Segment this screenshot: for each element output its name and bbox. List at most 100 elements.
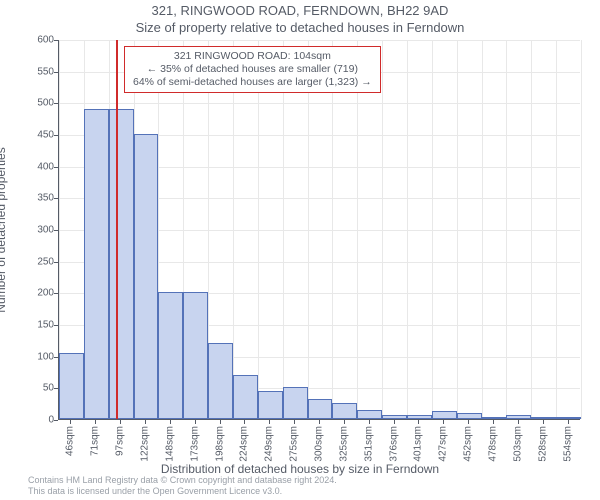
ytick-mark (54, 388, 58, 389)
ytick-mark (54, 357, 58, 358)
xtick-mark (443, 420, 444, 424)
xtick-label: 300sqm (314, 426, 325, 462)
gridline-v (482, 40, 483, 419)
gridline-v (531, 40, 532, 419)
xtick-label: 478sqm (488, 426, 499, 462)
xtick-mark (145, 420, 146, 424)
xtick-label: 173sqm (189, 426, 200, 462)
x-axis-label: Distribution of detached houses by size … (0, 462, 600, 476)
ytick-label: 0 (24, 415, 54, 426)
histogram-bar (332, 403, 357, 419)
gridline-v (581, 40, 582, 419)
xtick-mark (319, 420, 320, 424)
xtick-mark (568, 420, 569, 424)
ytick-label: 450 (24, 130, 54, 141)
page-title: 321, RINGWOOD ROAD, FERNDOWN, BH22 9AD (0, 0, 600, 18)
ytick-label: 300 (24, 225, 54, 236)
gridline-h (59, 40, 580, 41)
histogram-bar (432, 411, 457, 419)
ytick-label: 400 (24, 161, 54, 172)
xtick-mark (120, 420, 121, 424)
xtick-label: 122sqm (140, 426, 151, 462)
infobox-line1: 321 RINGWOOD ROAD: 104sqm (133, 50, 372, 63)
xtick-label: 325sqm (338, 426, 349, 462)
ytick-mark (54, 198, 58, 199)
histogram-bar (183, 292, 208, 419)
xtick-label: 275sqm (289, 426, 300, 462)
histogram-bar (208, 343, 233, 419)
gridline-v (308, 40, 309, 419)
xtick-mark (95, 420, 96, 424)
ytick-mark (54, 325, 58, 326)
xtick-mark (394, 420, 395, 424)
histogram-bar (482, 417, 507, 419)
gridline-v (357, 40, 358, 419)
xtick-mark (294, 420, 295, 424)
histogram-bar (109, 109, 134, 419)
xtick-label: 46sqm (65, 426, 76, 456)
xtick-label: 351sqm (363, 426, 374, 462)
ytick-mark (54, 103, 58, 104)
ytick-label: 150 (24, 320, 54, 331)
xtick-mark (220, 420, 221, 424)
property-marker-line (116, 40, 118, 419)
histogram-bar (357, 410, 382, 420)
histogram-bar (59, 353, 84, 420)
xtick-label: 503sqm (512, 426, 523, 462)
xtick-label: 401sqm (413, 426, 424, 462)
xtick-mark (344, 420, 345, 424)
histogram-bar (556, 417, 581, 419)
gridline-v (283, 40, 284, 419)
credit-text: Contains HM Land Registry data © Crown c… (28, 475, 337, 497)
gridline-v (556, 40, 557, 419)
xtick-mark (493, 420, 494, 424)
gridline-v (506, 40, 507, 419)
xtick-mark (269, 420, 270, 424)
ytick-mark (54, 167, 58, 168)
ytick-mark (54, 262, 58, 263)
histogram-bar (158, 292, 183, 419)
infobox-line2: ← 35% of detached houses are smaller (71… (133, 63, 372, 76)
ytick-label: 100 (24, 351, 54, 362)
gridline-v (233, 40, 234, 419)
ytick-label: 600 (24, 35, 54, 46)
ytick-label: 500 (24, 98, 54, 109)
xtick-label: 376sqm (388, 426, 399, 462)
xtick-label: 452sqm (463, 426, 474, 462)
xtick-mark (369, 420, 370, 424)
gridline-v (432, 40, 433, 419)
histogram-bar (506, 415, 531, 419)
histogram-bar (84, 109, 109, 419)
y-axis-label: Number of detached properties (0, 147, 8, 312)
histogram-bar (283, 387, 308, 419)
xtick-mark (70, 420, 71, 424)
gridline-v (382, 40, 383, 419)
gridline-v (332, 40, 333, 419)
xtick-mark (244, 420, 245, 424)
ytick-mark (54, 40, 58, 41)
infobox-line3: 64% of semi-detached houses are larger (… (133, 76, 372, 89)
histogram-bar (531, 417, 556, 419)
xtick-label: 528sqm (537, 426, 548, 462)
histogram-bar (258, 391, 283, 420)
histogram-bar (457, 413, 482, 419)
ytick-label: 200 (24, 288, 54, 299)
marker-info-box: 321 RINGWOOD ROAD: 104sqm ← 35% of detac… (124, 46, 381, 93)
histogram-bar (407, 415, 432, 419)
gridline-v (407, 40, 408, 419)
ytick-mark (54, 72, 58, 73)
xtick-mark (170, 420, 171, 424)
ytick-label: 50 (24, 383, 54, 394)
xtick-label: 224sqm (239, 426, 250, 462)
histogram-bar (134, 134, 159, 419)
histogram-bar (308, 399, 333, 419)
xtick-mark (518, 420, 519, 424)
gridline-v (457, 40, 458, 419)
ytick-mark (54, 230, 58, 231)
xtick-label: 71sqm (90, 426, 101, 456)
chart-plot-area (58, 40, 580, 420)
ytick-mark (54, 420, 58, 421)
xtick-mark (468, 420, 469, 424)
xtick-label: 554sqm (562, 426, 573, 462)
histogram-bar (382, 415, 407, 419)
